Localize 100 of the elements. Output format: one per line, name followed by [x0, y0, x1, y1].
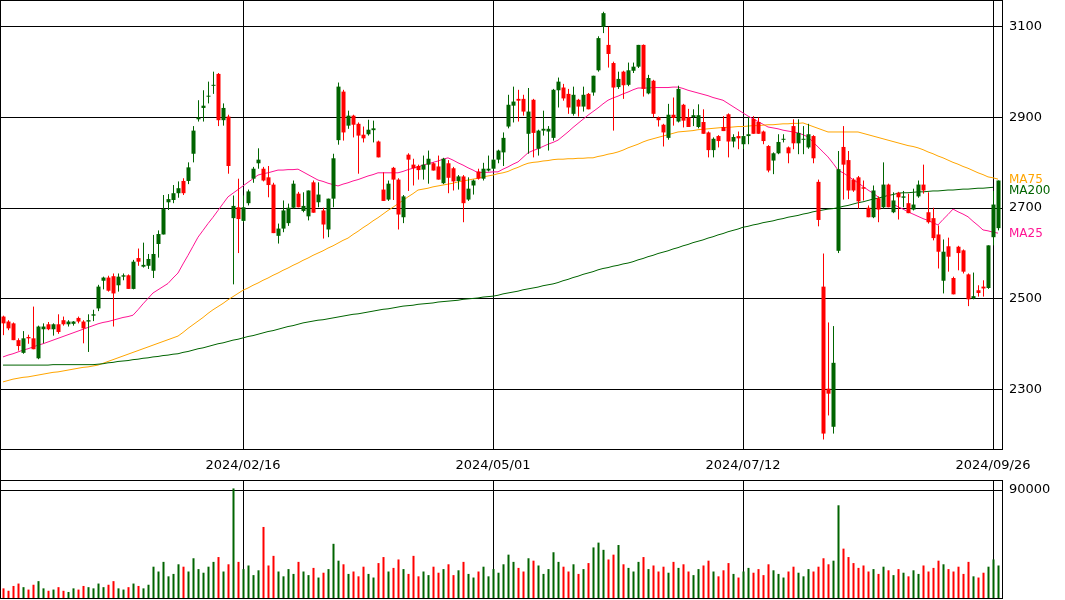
- candlestick: [696, 103, 701, 129]
- bar: [592, 547, 595, 598]
- bar: [27, 589, 30, 598]
- bar: [317, 577, 320, 598]
- candlestick: [31, 306, 36, 350]
- bar: [292, 573, 295, 598]
- y-tick-label: 2500: [1009, 289, 1043, 305]
- bar: [892, 575, 895, 598]
- bar: [847, 557, 850, 598]
- bar: [742, 571, 745, 598]
- bar: [942, 564, 945, 598]
- bar: [947, 569, 950, 598]
- candlestick: [206, 81, 211, 104]
- bar: [297, 561, 300, 598]
- bar: [802, 576, 805, 598]
- bar: [837, 505, 840, 598]
- bar: [62, 590, 65, 598]
- candlestick: [961, 248, 966, 274]
- bar: [47, 590, 50, 598]
- bar: [42, 588, 45, 598]
- bar: [347, 573, 350, 598]
- bar: [657, 571, 660, 598]
- bar: [192, 558, 195, 598]
- bar: [822, 558, 825, 598]
- bar: [282, 576, 285, 598]
- candlestick: [776, 133, 781, 155]
- bar: [627, 567, 630, 598]
- bar: [457, 570, 460, 598]
- candlestick: [811, 134, 816, 164]
- bar: [262, 526, 265, 598]
- bar: [312, 567, 315, 598]
- bar: [272, 555, 275, 598]
- bar: [507, 554, 510, 598]
- bar: [392, 567, 395, 598]
- bar: [862, 565, 865, 598]
- candlestick: [116, 272, 121, 293]
- bar: [162, 561, 165, 598]
- candlestick: [406, 152, 411, 192]
- bar: [797, 572, 800, 598]
- bar: [902, 572, 905, 598]
- bar: [22, 587, 25, 598]
- bar: [827, 564, 830, 598]
- bar: [327, 569, 330, 598]
- bar: [32, 584, 35, 598]
- bar: [247, 565, 250, 598]
- bar: [692, 575, 695, 598]
- bar: [152, 566, 155, 598]
- bar: [852, 563, 855, 598]
- bar: [137, 585, 140, 598]
- bar: [572, 564, 575, 598]
- bar: [287, 569, 290, 598]
- bar: [807, 569, 810, 598]
- series-label: MA25: [1009, 225, 1043, 240]
- bar: [617, 545, 620, 598]
- bar: [787, 571, 790, 598]
- bar: [97, 583, 100, 598]
- bar: [387, 571, 390, 598]
- bar: [682, 564, 685, 598]
- candlestick: [316, 181, 321, 208]
- candlestick: [241, 194, 246, 223]
- bar: [622, 564, 625, 598]
- bar: [237, 561, 240, 598]
- candlestick: [96, 284, 101, 312]
- bar: [522, 571, 525, 598]
- bar: [857, 567, 860, 598]
- candlestick: [771, 151, 776, 175]
- bar: [502, 564, 505, 598]
- bar: [967, 561, 970, 598]
- bar: [267, 565, 270, 598]
- bar: [157, 571, 160, 598]
- bar: [542, 573, 545, 598]
- x-tick-label: 2024/05/01: [455, 457, 531, 472]
- bar: [367, 573, 370, 598]
- bar: [867, 571, 870, 598]
- bar: [792, 566, 795, 598]
- bar: [877, 573, 880, 598]
- bar: [652, 565, 655, 598]
- candlestick: [571, 86, 576, 117]
- bar: [642, 557, 645, 598]
- bar: [2, 588, 5, 598]
- candlestick: [171, 184, 176, 204]
- candlestick: [666, 103, 671, 141]
- bar: [767, 564, 770, 598]
- candlestick: [621, 70, 626, 100]
- bar: [832, 560, 835, 598]
- bar: [432, 566, 435, 598]
- candlestick: [426, 150, 431, 185]
- candlestick: [526, 87, 531, 155]
- bar: [412, 555, 415, 598]
- bar: [972, 576, 975, 598]
- candlestick: [111, 272, 116, 328]
- bar: [897, 569, 900, 598]
- candlestick: [521, 94, 526, 117]
- bar: [932, 567, 935, 598]
- bar: [602, 549, 605, 598]
- bar: [937, 560, 940, 598]
- candlestick: [381, 171, 386, 202]
- candlestick: [211, 71, 216, 95]
- bar: [57, 587, 60, 598]
- bar: [202, 572, 205, 598]
